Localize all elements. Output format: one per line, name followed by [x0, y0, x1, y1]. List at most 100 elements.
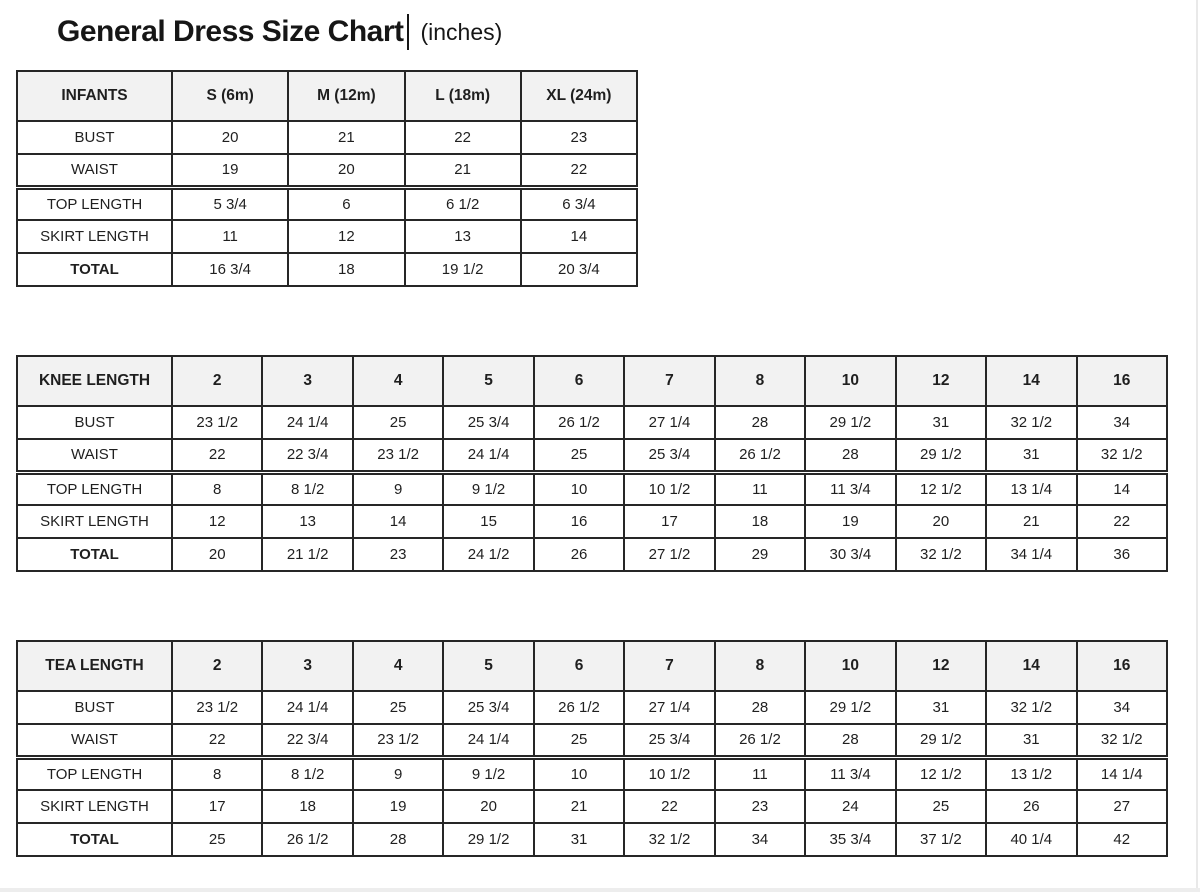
measurement-cell[interactable]: 18: [261, 789, 354, 824]
column-header[interactable]: 7: [623, 640, 716, 692]
measurement-cell[interactable]: 28: [804, 438, 897, 473]
column-header[interactable]: 6: [532, 640, 626, 692]
measurement-cell[interactable]: 27 1/4: [623, 405, 716, 440]
measurement-cell[interactable]: 32 1/2: [1075, 723, 1169, 758]
column-header[interactable]: L (18m): [403, 70, 522, 122]
measurement-cell[interactable]: 20: [170, 120, 290, 155]
measurement-cell[interactable]: 42: [1075, 822, 1169, 857]
column-header[interactable]: 4: [351, 355, 445, 407]
row-label[interactable]: WAIST: [16, 723, 173, 758]
column-header[interactable]: 8: [713, 640, 807, 692]
measurement-cell[interactable]: 8 1/2: [261, 754, 354, 791]
measurement-cell[interactable]: 26 1/2: [713, 438, 807, 473]
measurement-cell[interactable]: 34: [1075, 405, 1169, 440]
measurement-cell[interactable]: 36: [1075, 537, 1169, 572]
measurement-cell[interactable]: 10 1/2: [623, 754, 716, 791]
measurement-cell[interactable]: 13: [403, 219, 522, 254]
measurement-cell[interactable]: 25 3/4: [442, 405, 535, 440]
measurement-cell[interactable]: 37 1/2: [894, 822, 988, 857]
measurement-cell[interactable]: 24 1/2: [442, 537, 535, 572]
measurement-cell[interactable]: 8: [170, 469, 264, 506]
measurement-cell[interactable]: 10: [532, 754, 626, 791]
column-header[interactable]: S (6m): [170, 70, 290, 122]
row-label[interactable]: WAIST: [16, 153, 173, 188]
measurement-cell[interactable]: 34: [713, 822, 807, 857]
measurement-cell[interactable]: 27 1/2: [623, 537, 716, 572]
measurement-cell[interactable]: 14: [519, 219, 639, 254]
column-header[interactable]: 16: [1075, 640, 1169, 692]
measurement-cell[interactable]: 20 3/4: [519, 252, 639, 287]
measurement-cell[interactable]: 28: [351, 822, 445, 857]
measurement-cell[interactable]: 19 1/2: [403, 252, 522, 287]
measurement-cell[interactable]: 11: [713, 469, 807, 506]
measurement-cell[interactable]: 25: [894, 789, 988, 824]
column-header[interactable]: 12: [894, 640, 988, 692]
measurement-cell[interactable]: 29 1/2: [804, 405, 897, 440]
measurement-cell[interactable]: 23 1/2: [351, 723, 445, 758]
measurement-cell[interactable]: 22: [623, 789, 716, 824]
measurement-cell[interactable]: 6: [287, 184, 406, 221]
measurement-cell[interactable]: 11 3/4: [804, 754, 897, 791]
measurement-cell[interactable]: 24 1/4: [442, 723, 535, 758]
column-header[interactable]: 10: [804, 640, 897, 692]
measurement-cell[interactable]: 12: [287, 219, 406, 254]
table-title-cell[interactable]: KNEE LENGTH: [16, 355, 173, 407]
measurement-cell[interactable]: 29 1/2: [442, 822, 535, 857]
measurement-cell[interactable]: 27: [1075, 789, 1169, 824]
measurement-cell[interactable]: 31: [894, 690, 988, 725]
measurement-cell[interactable]: 13 1/4: [985, 469, 1078, 506]
measurement-cell[interactable]: 12 1/2: [894, 754, 988, 791]
measurement-cell[interactable]: 9 1/2: [442, 754, 535, 791]
column-header[interactable]: 7: [623, 355, 716, 407]
measurement-cell[interactable]: 10 1/2: [623, 469, 716, 506]
measurement-cell[interactable]: 24 1/4: [261, 690, 354, 725]
measurement-cell[interactable]: 22: [403, 120, 522, 155]
measurement-cell[interactable]: 22 3/4: [261, 438, 354, 473]
measurement-cell[interactable]: 25: [532, 438, 626, 473]
row-label[interactable]: SKIRT LENGTH: [16, 219, 173, 254]
measurement-cell[interactable]: 22: [170, 438, 264, 473]
measurement-cell[interactable]: 21: [287, 120, 406, 155]
measurement-cell[interactable]: 35 3/4: [804, 822, 897, 857]
measurement-cell[interactable]: 21: [985, 504, 1078, 539]
measurement-cell[interactable]: 18: [713, 504, 807, 539]
measurement-cell[interactable]: 25 3/4: [442, 690, 535, 725]
measurement-cell[interactable]: 20: [442, 789, 535, 824]
units-label[interactable]: (inches): [420, 18, 503, 45]
measurement-cell[interactable]: 26: [532, 537, 626, 572]
measurement-cell[interactable]: 21: [403, 153, 522, 188]
table-title-cell[interactable]: TEA LENGTH: [16, 640, 173, 692]
row-label[interactable]: TOTAL: [16, 537, 173, 572]
measurement-cell[interactable]: 30 3/4: [804, 537, 897, 572]
column-header[interactable]: 5: [442, 640, 535, 692]
measurement-cell[interactable]: 19: [351, 789, 445, 824]
measurement-cell[interactable]: 14: [1075, 469, 1169, 506]
column-header[interactable]: 14: [985, 355, 1078, 407]
measurement-cell[interactable]: 24 1/4: [261, 405, 354, 440]
measurement-cell[interactable]: 22 3/4: [261, 723, 354, 758]
measurement-cell[interactable]: 9 1/2: [442, 469, 535, 506]
measurement-cell[interactable]: 22: [1075, 504, 1169, 539]
column-header[interactable]: 3: [261, 355, 354, 407]
row-label[interactable]: TOP LENGTH: [16, 184, 173, 221]
column-header[interactable]: 12: [894, 355, 988, 407]
measurement-cell[interactable]: 17: [623, 504, 716, 539]
column-header[interactable]: 14: [985, 640, 1078, 692]
measurement-cell[interactable]: 40 1/4: [985, 822, 1078, 857]
column-header[interactable]: 2: [170, 355, 264, 407]
measurement-cell[interactable]: 16 3/4: [170, 252, 290, 287]
measurement-cell[interactable]: 9: [351, 469, 445, 506]
measurement-cell[interactable]: 12 1/2: [894, 469, 988, 506]
measurement-cell[interactable]: 13 1/2: [985, 754, 1078, 791]
measurement-cell[interactable]: 8 1/2: [261, 469, 354, 506]
measurement-cell[interactable]: 34: [1075, 690, 1169, 725]
measurement-cell[interactable]: 31: [985, 438, 1078, 473]
measurement-cell[interactable]: 6 3/4: [519, 184, 639, 221]
row-label[interactable]: SKIRT LENGTH: [16, 789, 173, 824]
measurement-cell[interactable]: 28: [804, 723, 897, 758]
measurement-cell[interactable]: 21: [532, 789, 626, 824]
measurement-cell[interactable]: 23: [519, 120, 639, 155]
column-header[interactable]: 3: [261, 640, 354, 692]
measurement-cell[interactable]: 23: [713, 789, 807, 824]
measurement-cell[interactable]: 27 1/4: [623, 690, 716, 725]
